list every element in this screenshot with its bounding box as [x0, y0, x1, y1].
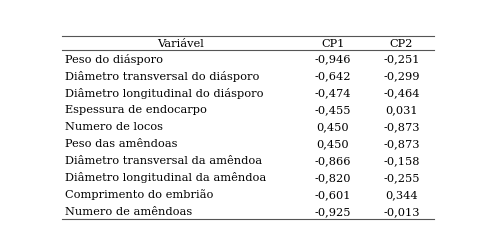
- Text: -0,946: -0,946: [315, 54, 351, 64]
- Text: Diâmetro longitudinal da amêndoa: Diâmetro longitudinal da amêndoa: [65, 172, 267, 183]
- Text: Peso das amêndoas: Peso das amêndoas: [65, 139, 178, 148]
- Text: 0,450: 0,450: [317, 139, 349, 148]
- Text: -0,464: -0,464: [383, 88, 420, 98]
- Text: Espessura de endocarpo: Espessura de endocarpo: [65, 105, 207, 115]
- Text: Variável: Variável: [157, 39, 204, 48]
- Text: -0,013: -0,013: [383, 206, 420, 216]
- Text: Diâmetro transversal da amêndoa: Diâmetro transversal da amêndoa: [65, 155, 262, 165]
- Text: CP1: CP1: [321, 39, 345, 48]
- Text: 0,031: 0,031: [385, 105, 418, 115]
- Text: -0,158: -0,158: [383, 155, 420, 165]
- Text: Numero de amêndoas: Numero de amêndoas: [65, 206, 193, 216]
- Text: -0,873: -0,873: [383, 139, 420, 148]
- Text: -0,455: -0,455: [315, 105, 351, 115]
- Text: 0,344: 0,344: [385, 189, 418, 199]
- Text: -0,299: -0,299: [383, 71, 420, 81]
- Text: -0,866: -0,866: [315, 155, 351, 165]
- Text: -0,601: -0,601: [315, 189, 351, 199]
- Text: Numero de locos: Numero de locos: [65, 122, 164, 132]
- Text: -0,255: -0,255: [383, 172, 420, 182]
- Text: 0,450: 0,450: [317, 122, 349, 132]
- Text: Diâmetro longitudinal do diásporo: Diâmetro longitudinal do diásporo: [65, 87, 264, 98]
- Text: -0,873: -0,873: [383, 122, 420, 132]
- Text: -0,642: -0,642: [315, 71, 351, 81]
- Text: -0,474: -0,474: [315, 88, 351, 98]
- Text: -0,820: -0,820: [315, 172, 351, 182]
- Text: Peso do diásporo: Peso do diásporo: [65, 54, 164, 65]
- Text: -0,925: -0,925: [315, 206, 351, 216]
- Text: Diâmetro transversal do diásporo: Diâmetro transversal do diásporo: [65, 71, 260, 81]
- Text: -0,251: -0,251: [383, 54, 420, 64]
- Text: CP2: CP2: [390, 39, 413, 48]
- Text: Comprimento do embrião: Comprimento do embrião: [65, 189, 214, 200]
